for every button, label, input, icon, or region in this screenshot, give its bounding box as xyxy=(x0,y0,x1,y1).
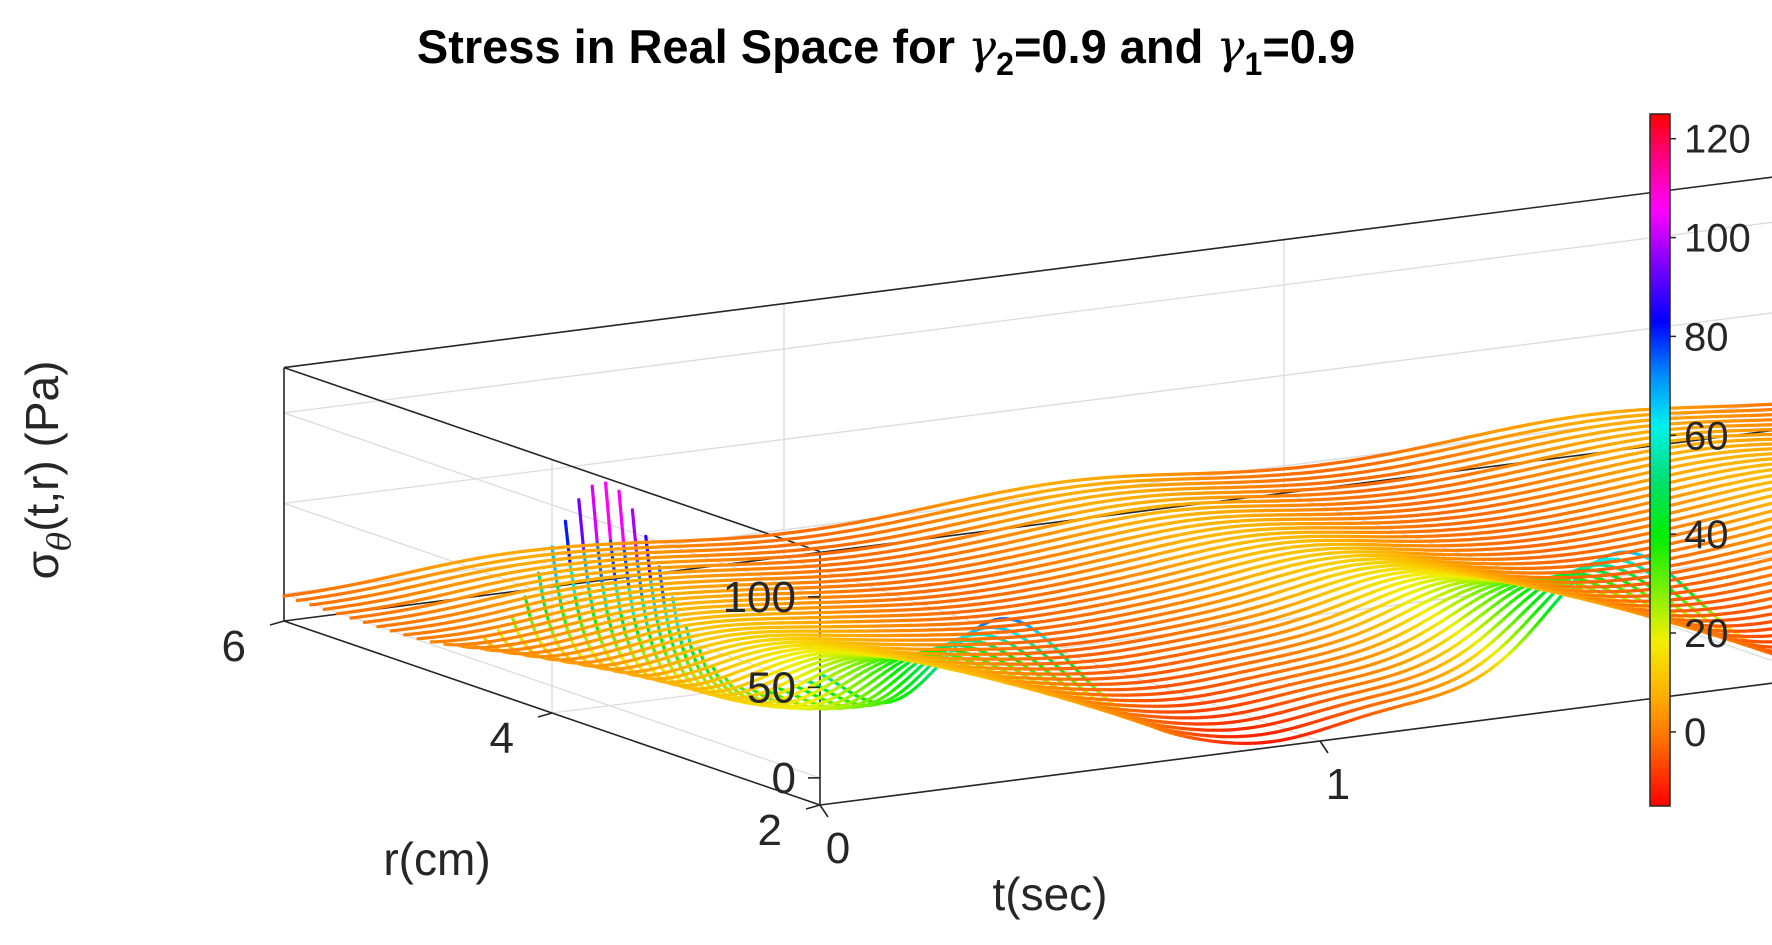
box-edge xyxy=(283,366,821,553)
chart-title: Stress in Real Space for γ2=0.9 and γ1=0… xyxy=(417,20,1355,82)
grid-line xyxy=(283,312,1772,505)
box-edge xyxy=(283,176,1772,369)
axes-box xyxy=(283,176,1772,806)
surface-segment xyxy=(649,579,658,616)
grid-line xyxy=(283,221,1772,414)
surface-segment xyxy=(1766,648,1772,653)
surface-segment xyxy=(617,489,626,550)
surface-segment xyxy=(1767,627,1772,631)
surface-segment xyxy=(603,481,613,543)
stress-surface xyxy=(282,402,1772,746)
surface-segment xyxy=(675,624,685,650)
